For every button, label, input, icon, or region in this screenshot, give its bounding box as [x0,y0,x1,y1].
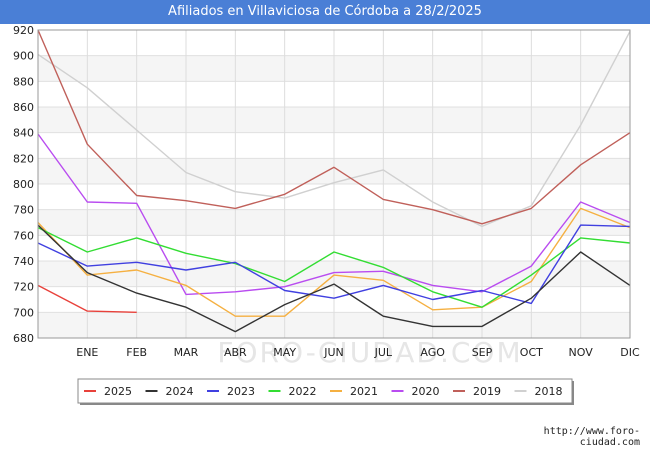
series-line-2024 [37,224,631,333]
legend-label: 2019 [473,385,501,398]
x-tick-label: FEB [126,346,147,359]
x-tick-label: NOV [569,346,594,359]
y-tick-label: 880 [13,75,34,88]
y-tick-label: 740 [13,255,34,268]
x-axis-ticks: ENE FEB MAR ABR MAY JUN JUL AGO SEP OCT NOV DIC [76,346,640,359]
series-line-2018 [37,30,631,228]
y-tick-label: 680 [13,332,34,345]
site-url: http://www.foro-ciudad.com [543,426,640,448]
y-tick-label: 840 [13,127,34,140]
chart-title: Afiliados en Villaviciosa de Córdoba a 2… [0,0,650,24]
y-axis-ticks: 680 700 720 740 760 780 800 820 840 860 880 900 920 [13,24,34,345]
series-line-2021 [37,207,631,317]
y-tick-label: 700 [13,306,34,319]
x-tick-label: ABR [224,346,247,359]
legend-box [77,378,573,404]
legend-label: 2023 [227,385,255,398]
series-line-2023 [37,224,631,305]
x-tick-label: DIC [620,346,640,359]
x-tick-label: AGO [420,346,445,359]
legend-label: 2022 [289,385,317,398]
x-tick-label: JUN [323,346,344,359]
y-tick-label: 860 [13,101,34,114]
legend-label: 2018 [535,385,563,398]
series-line-2025 [37,284,137,313]
y-tick-label: 800 [13,178,34,191]
x-tick-label: MAY [273,346,296,359]
x-tick-label: OCT [520,346,543,359]
y-tick-label: 920 [13,24,34,37]
legend-label: 2025 [104,385,132,398]
series-lines [37,29,631,333]
y-tick-label: 780 [13,204,34,217]
x-tick-label: MAR [174,346,199,359]
x-tick-label: ENE [76,346,98,359]
x-tick-label: JUL [374,346,393,359]
plot-border [37,29,631,339]
watermark: FORO-CIUDAD.COM [217,336,522,369]
y-tick-label: 900 [13,50,34,63]
y-tick-label: 720 [13,281,34,294]
legend: 2025 2024 2023 2022 2021 2020 2019 2018 [77,378,574,405]
legend-label: 2024 [166,385,194,398]
y-tick-label: 820 [13,152,34,165]
legend-label: 2020 [412,385,440,398]
series-line-2022 [37,226,631,308]
series-line-2020 [37,133,631,296]
series-line-2019 [37,29,631,225]
x-tick-label: SEP [472,346,493,359]
y-tick-label: 760 [13,229,34,242]
legend-label: 2021 [350,385,378,398]
